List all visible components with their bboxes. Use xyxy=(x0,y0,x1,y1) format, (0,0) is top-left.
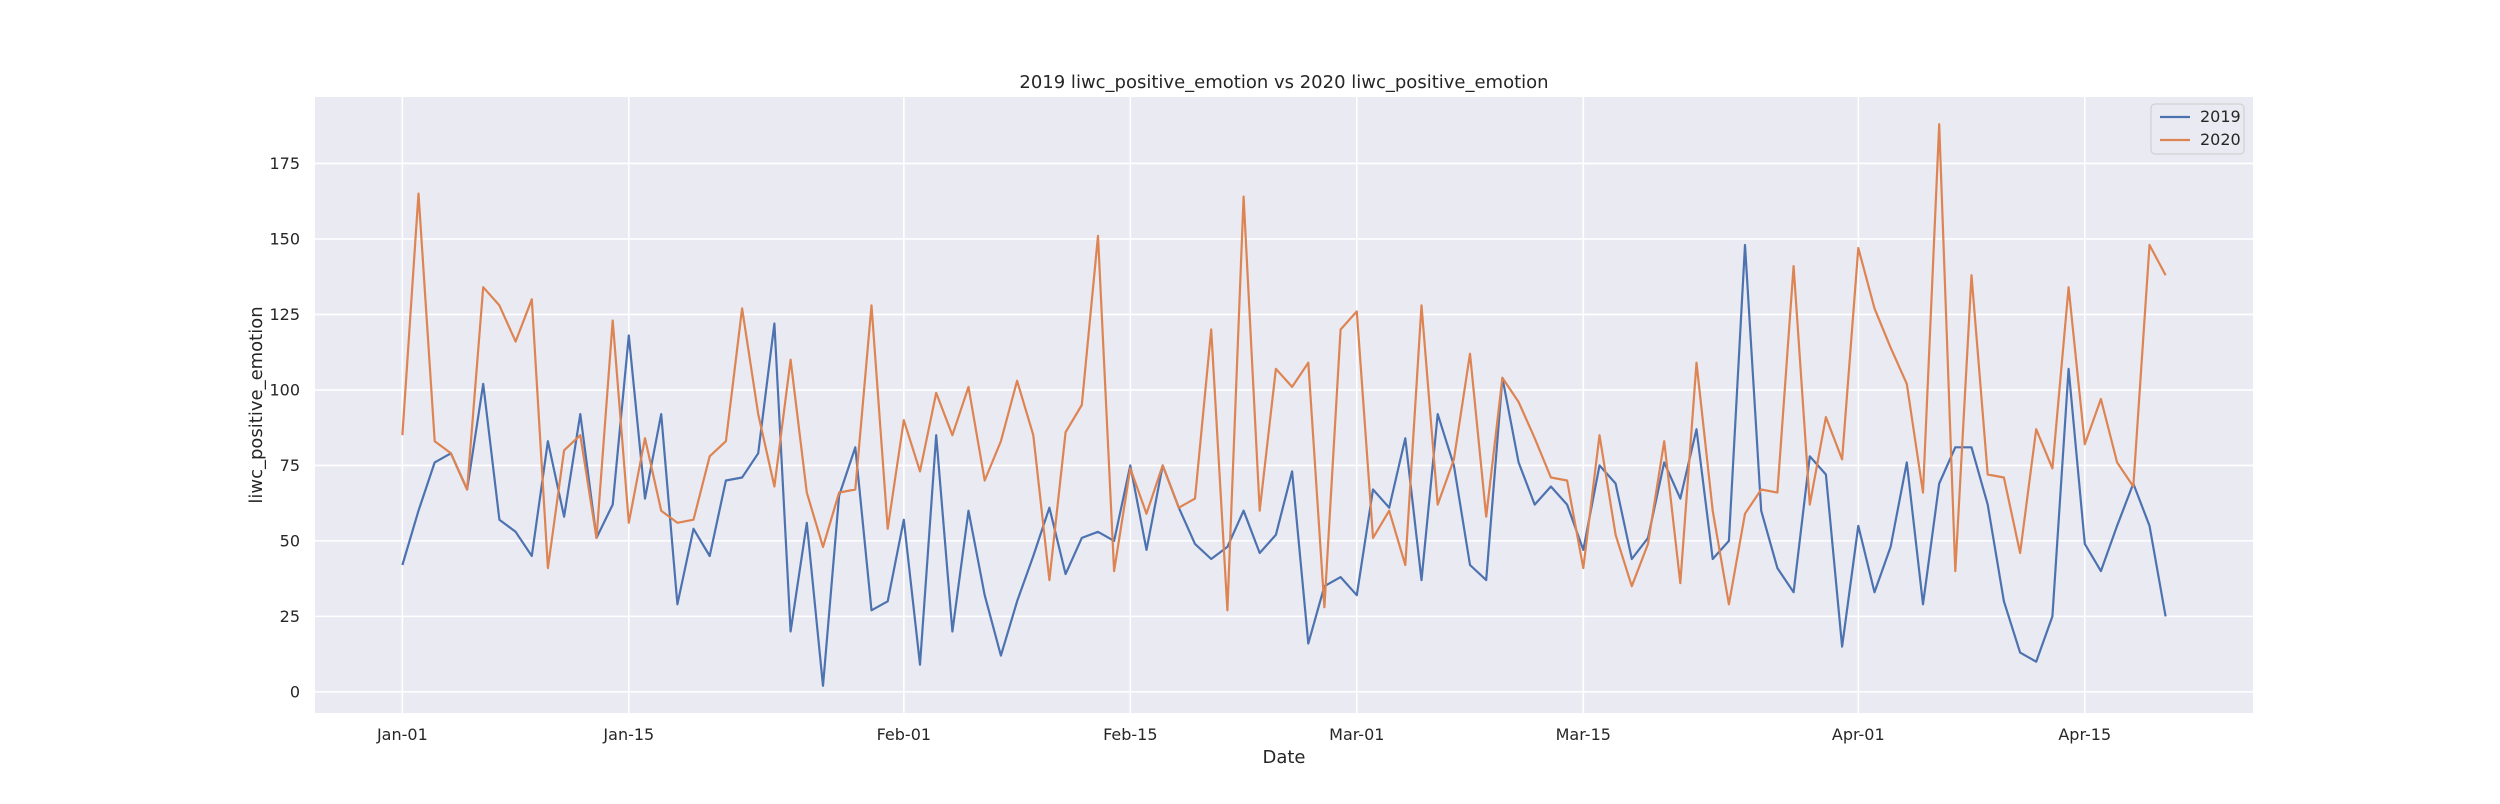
y-tick-label: 75 xyxy=(280,456,300,475)
legend-label-2020: 2020 xyxy=(2200,130,2241,149)
grid xyxy=(315,97,2253,713)
legend: 2019 2020 xyxy=(2150,103,2245,155)
y-tick-label: 175 xyxy=(269,154,300,173)
y-tick-label: 0 xyxy=(290,682,300,701)
y-tick-labels: 0 25 50 75 100 125 150 175 xyxy=(269,154,300,701)
y-tick-label: 125 xyxy=(269,305,300,324)
y-axis-label: liwc_positive_emotion xyxy=(246,306,267,503)
plot-background xyxy=(315,97,2253,713)
series-lines xyxy=(401,123,2167,687)
x-tick-label: Feb-15 xyxy=(1103,725,1157,744)
x-axis-label: Date xyxy=(1262,747,1305,768)
chart-title: 2019 liwc_positive_emotion vs 2020 liwc_… xyxy=(1019,72,1548,93)
x-tick-label: Mar-15 xyxy=(1556,725,1611,744)
y-tick-label: 150 xyxy=(269,229,300,248)
x-tick-label: Jan-15 xyxy=(602,725,654,744)
legend-label-2019: 2019 xyxy=(2200,107,2241,126)
series-line-2019 xyxy=(401,243,2167,687)
x-tick-label: Feb-01 xyxy=(877,725,931,744)
x-tick-label: Apr-15 xyxy=(2058,725,2111,744)
x-tick-label: Apr-01 xyxy=(1832,725,1885,744)
x-tick-labels: Jan-01 Jan-15 Feb-01 Feb-15 Mar-01 Mar-15 Apr-… xyxy=(376,725,2111,744)
y-tick-label: 25 xyxy=(280,607,300,626)
x-tick-label: Jan-01 xyxy=(376,725,428,744)
series-line-2020 xyxy=(401,123,2167,612)
y-tick-label: 50 xyxy=(280,531,300,550)
y-tick-label: 100 xyxy=(269,380,300,399)
x-tick-label: Mar-01 xyxy=(1329,725,1384,744)
